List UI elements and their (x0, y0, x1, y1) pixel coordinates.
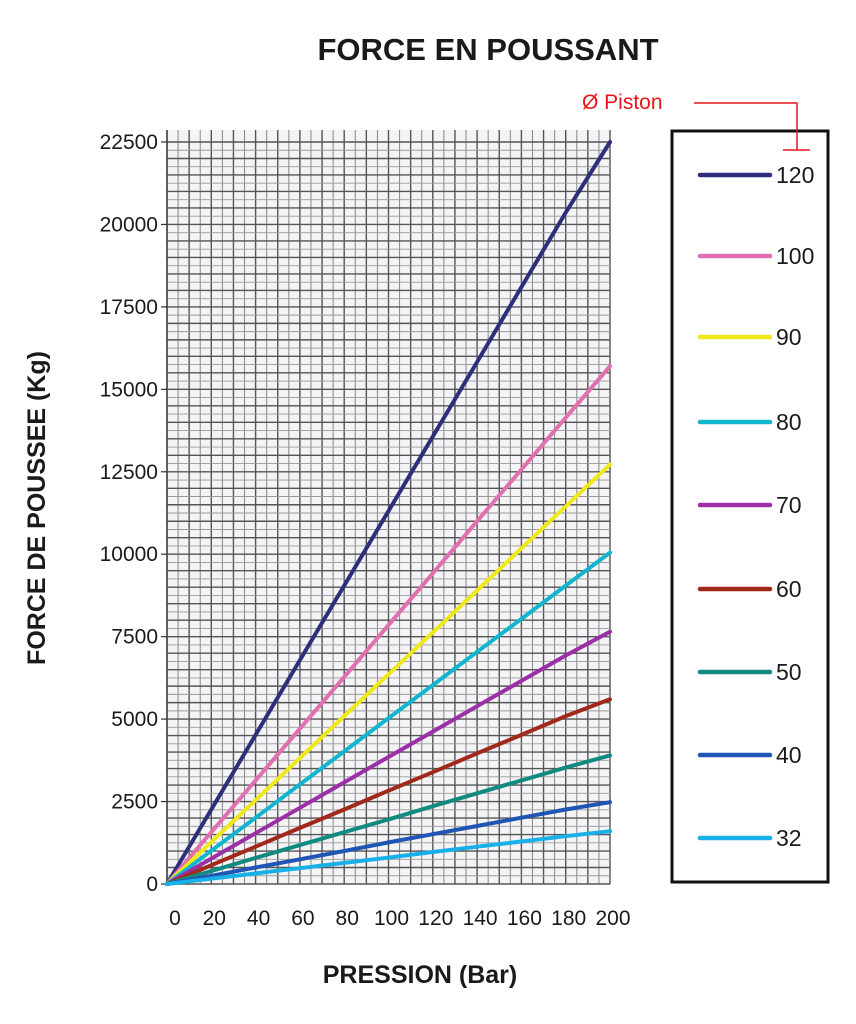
series-line-50 (165, 753, 612, 886)
y-axis-ticks: 0 2500 5000 7500 10000 12500 15000 17500 20000 22… (100, 131, 167, 896)
legend-label: 32 (776, 825, 802, 851)
legend-item-32: 32 (697, 825, 802, 851)
legend-label: 80 (776, 409, 802, 435)
series-line-80 (165, 550, 612, 886)
x-tick-label: 40 (247, 907, 270, 930)
series-line-100 (165, 364, 612, 886)
x-tick-label: 180 (551, 907, 586, 930)
x-tick-label: 20 (203, 907, 226, 930)
y-tick-label: 15000 (100, 378, 158, 401)
y-tick-label: 10000 (100, 543, 158, 566)
legend-label: 100 (776, 243, 814, 269)
x-tick-label: 120 (418, 907, 453, 930)
x-tick-label: 100 (374, 907, 409, 930)
legend-label: 70 (776, 492, 802, 518)
y-tick-label: 20000 (100, 213, 158, 236)
series-line-60 (165, 697, 612, 886)
legend-item-50: 50 (697, 659, 802, 685)
x-axis-ticks: 0 20 40 60 80 100 120 140 160 180 200 (169, 907, 630, 930)
y-tick-label: 0 (146, 873, 158, 896)
x-tick-label: 0 (169, 907, 181, 930)
series-line-120 (165, 140, 612, 886)
series-line-70 (165, 629, 612, 886)
x-tick-label: 140 (463, 907, 498, 930)
x-tick-label: 80 (336, 907, 359, 930)
series-line-90 (165, 462, 612, 886)
x-tick-label: 60 (291, 907, 314, 930)
legend-label: 90 (776, 324, 802, 350)
y-tick-label: 12500 (100, 461, 158, 484)
y-axis-label: FORCE DE POUSSEE (Kg) (23, 351, 51, 665)
y-tick-label: 22500 (100, 131, 158, 154)
y-tick-label: 2500 (111, 791, 158, 814)
legend: Ø Piston 120 100 90 80 70 60 50 40 32 (582, 91, 830, 884)
legend-label: 40 (776, 742, 802, 768)
y-tick-label: 7500 (111, 626, 158, 649)
legend-title: Ø Piston (582, 91, 663, 114)
legend-label: 50 (776, 659, 802, 685)
chart-title: FORCE EN POUSSANT (317, 32, 658, 67)
legend-item-60: 60 (697, 576, 802, 602)
legend-item-80: 80 (697, 409, 802, 435)
legend-title-connector (694, 102, 810, 151)
legend-label: 120 (776, 162, 814, 188)
y-tick-label: 5000 (111, 708, 158, 731)
y-tick-label: 17500 (100, 296, 158, 319)
legend-item-90: 90 (697, 324, 802, 350)
series-line-32 (165, 829, 612, 886)
x-tick-label: 200 (595, 907, 630, 930)
legend-item-40: 40 (697, 742, 802, 768)
series-lines (165, 140, 612, 886)
legend-item-70: 70 (697, 492, 802, 518)
legend-item-100: 100 (697, 243, 814, 269)
legend-item-120: 120 (697, 162, 814, 188)
x-axis-label: PRESSION (Bar) (323, 961, 517, 989)
series-line-40 (165, 800, 612, 886)
x-tick-label: 160 (507, 907, 542, 930)
legend-label: 60 (776, 576, 802, 602)
